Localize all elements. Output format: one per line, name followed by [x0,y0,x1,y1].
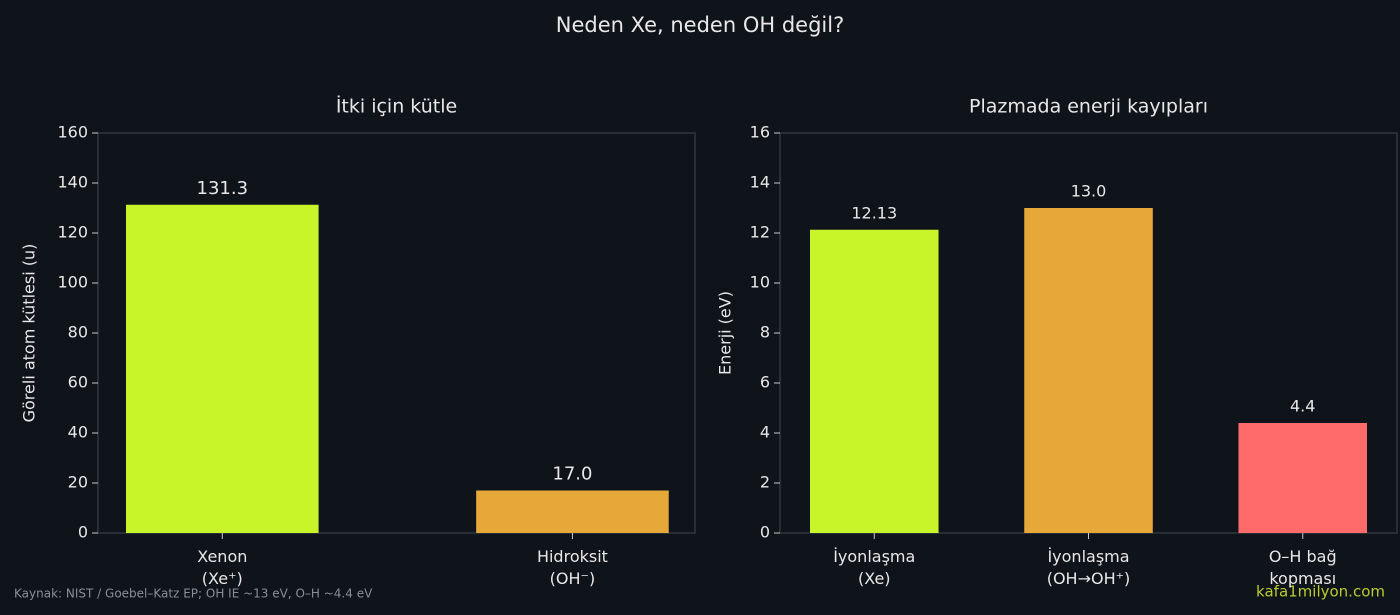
y-axis-label: Göreli atom kütlesi (u) [20,244,39,423]
y-tick-label: 100 [57,273,88,292]
y-tick-label: 6 [760,373,770,392]
y-tick-label: 0 [78,523,88,542]
y-tick-label: 20 [68,473,88,492]
bar [476,490,669,533]
y-tick-label: 10 [750,273,770,292]
chart-title: Plazmada enerji kayıpları [969,96,1208,118]
y-tick-label: 8 [760,323,770,342]
value-label: 17.0 [552,464,592,485]
y-tick-label: 0 [760,523,770,542]
y-tick-label: 140 [57,173,88,192]
bar [1238,423,1368,533]
x-tick-label: O–H bağ kopması [1269,547,1337,588]
y-tick-label: 4 [760,423,770,442]
value-label: 131.3 [197,178,249,199]
y-axis-label: Enerji (eV) [716,291,735,375]
x-tick-label: Xenon (Xe⁺) [197,547,247,588]
y-tick-label: 120 [57,223,88,242]
x-tick-label: İyonlaşma (Xe) [833,547,915,588]
y-tick-label: 14 [750,173,770,192]
page-title: Neden Xe, neden OH değil? [556,13,844,37]
value-label: 12.13 [851,203,897,222]
y-tick-label: 2 [760,473,770,492]
y-tick-label: 80 [68,323,88,342]
bar [1024,208,1153,533]
x-tick-label: Hidroksit (OH⁻) [537,547,608,588]
y-tick-label: 40 [68,423,88,442]
bar [126,204,319,533]
bar [809,229,939,533]
source-note: Kaynak: NIST / Goebel–Katz EP; OH IE ~13… [14,587,373,601]
y-tick-label: 12 [750,223,770,242]
watermark: kafa1milyon.com [1256,583,1385,601]
y-tick-label: 60 [68,373,88,392]
value-label: 13.0 [1071,182,1107,201]
y-tick-label: 16 [750,123,770,142]
x-tick-label: İyonlaşma (OH→OH⁺) [1047,547,1131,588]
chart-title: İtki için kütle [336,95,457,118]
y-tick-label: 160 [57,123,88,142]
value-label: 4.4 [1290,397,1315,416]
